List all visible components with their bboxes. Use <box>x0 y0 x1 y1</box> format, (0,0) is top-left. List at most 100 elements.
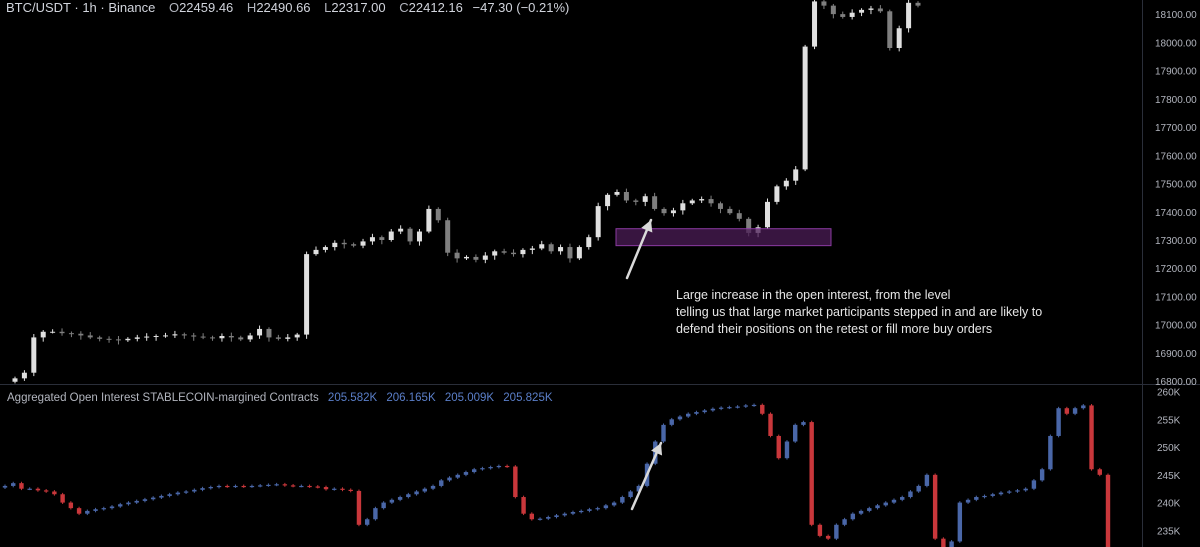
price-candle[interactable] <box>859 9 865 13</box>
oi-candle[interactable] <box>735 406 740 408</box>
oi-candle[interactable] <box>496 465 502 468</box>
oi-candle[interactable] <box>323 487 329 490</box>
price-candle[interactable] <box>275 337 281 339</box>
price-candle[interactable] <box>97 337 103 339</box>
oi-candle[interactable] <box>570 512 576 514</box>
oi-candle[interactable] <box>809 422 814 525</box>
price-candle[interactable] <box>652 196 658 209</box>
price-candle[interactable] <box>727 208 733 214</box>
oi-candle[interactable] <box>562 513 567 516</box>
price-candle[interactable] <box>614 192 620 195</box>
oi-candle[interactable] <box>743 405 749 407</box>
price-candle[interactable] <box>558 247 564 252</box>
price-candle[interactable] <box>736 213 742 219</box>
price-candle[interactable] <box>783 180 789 187</box>
oi-candle[interactable] <box>241 485 246 488</box>
oi-candle[interactable] <box>537 518 543 520</box>
price-candle[interactable] <box>708 199 714 204</box>
price-candle[interactable] <box>313 249 319 255</box>
price-candle[interactable] <box>134 337 140 339</box>
price-candle[interactable] <box>699 199 705 201</box>
oi-candle[interactable] <box>389 499 395 503</box>
oi-candle[interactable] <box>348 489 353 492</box>
price-candle[interactable] <box>426 208 432 232</box>
oi-candle[interactable] <box>414 491 419 495</box>
price-candle[interactable] <box>802 46 808 170</box>
oi-candle[interactable] <box>932 474 938 539</box>
price-candle[interactable] <box>115 339 121 341</box>
oi-candle[interactable] <box>784 441 790 459</box>
price-candle[interactable] <box>360 241 366 246</box>
oi-candle[interactable] <box>513 466 518 498</box>
oi-candle[interactable] <box>480 468 485 470</box>
oi-candle[interactable] <box>867 508 872 511</box>
price-candle[interactable] <box>153 336 159 337</box>
price-candle[interactable] <box>548 244 554 252</box>
oi-candle[interactable] <box>142 499 148 501</box>
oi-candle[interactable] <box>233 485 238 488</box>
price-candle[interactable] <box>210 337 216 339</box>
price-candle[interactable] <box>106 338 112 340</box>
oi-candle[interactable] <box>471 469 477 473</box>
price-candle[interactable] <box>642 196 648 202</box>
oi-candle[interactable] <box>488 467 493 469</box>
price-candle[interactable] <box>906 2 912 29</box>
oi-candle[interactable] <box>455 474 460 478</box>
oi-candle[interactable] <box>801 422 806 425</box>
price-candle[interactable] <box>482 255 488 260</box>
price-candle[interactable] <box>266 328 272 338</box>
price-candle[interactable] <box>567 247 573 259</box>
oi-candle[interactable] <box>356 490 362 525</box>
price-candle[interactable] <box>181 334 187 336</box>
oi-candle[interactable] <box>183 491 189 493</box>
oi-candle[interactable] <box>504 465 510 468</box>
price-candle[interactable] <box>670 210 676 214</box>
oi-candle[interactable] <box>463 472 469 475</box>
oi-candle[interactable] <box>990 494 995 496</box>
oi-candle[interactable] <box>1048 435 1053 470</box>
price-candle[interactable] <box>529 248 535 250</box>
oi-candle[interactable] <box>900 497 905 500</box>
price-candle[interactable] <box>294 334 300 338</box>
price-candle[interactable] <box>623 192 629 201</box>
price-candle[interactable] <box>501 251 507 253</box>
oi-candle[interactable] <box>891 499 897 503</box>
oi-candle[interactable] <box>315 486 320 488</box>
price-candle[interactable] <box>473 256 479 260</box>
price-candle[interactable] <box>774 186 780 202</box>
oi-candle[interactable] <box>1105 474 1111 547</box>
price-candle[interactable] <box>877 8 883 12</box>
oi-candle[interactable] <box>850 513 856 520</box>
price-candle[interactable] <box>388 231 394 240</box>
price-candle[interactable] <box>379 237 385 240</box>
oi-candle[interactable] <box>998 492 1004 495</box>
oi-candle[interactable] <box>257 485 263 487</box>
price-candle[interactable] <box>304 254 310 335</box>
oi-candle[interactable] <box>554 515 559 518</box>
price-candle[interactable] <box>435 208 441 221</box>
price-candle[interactable] <box>416 231 422 242</box>
price-candle[interactable] <box>492 251 498 256</box>
price-candle[interactable] <box>31 337 37 373</box>
oi-candle[interactable] <box>965 499 971 503</box>
price-candle[interactable] <box>840 14 846 17</box>
price-candle[interactable] <box>407 228 413 242</box>
price-candle[interactable] <box>172 334 178 336</box>
oi-candle[interactable] <box>35 488 41 491</box>
oi-candle[interactable] <box>109 506 115 509</box>
price-candle[interactable] <box>285 337 291 339</box>
price-candle[interactable] <box>896 28 902 48</box>
price-candle[interactable] <box>849 12 855 17</box>
price-candle[interactable] <box>163 335 168 337</box>
oi-candle[interactable] <box>159 495 164 498</box>
oi-candle[interactable] <box>1072 408 1078 414</box>
oi-candle[interactable] <box>908 491 913 498</box>
oi-candle[interactable] <box>43 490 49 492</box>
demand-zone-box[interactable] <box>615 228 832 247</box>
price-candle[interactable] <box>605 194 611 207</box>
price-candle[interactable] <box>576 247 582 259</box>
price-candle[interactable] <box>50 331 56 333</box>
price-candle[interactable] <box>78 333 84 336</box>
price-candle[interactable] <box>398 228 404 232</box>
price-candle[interactable] <box>332 242 338 248</box>
